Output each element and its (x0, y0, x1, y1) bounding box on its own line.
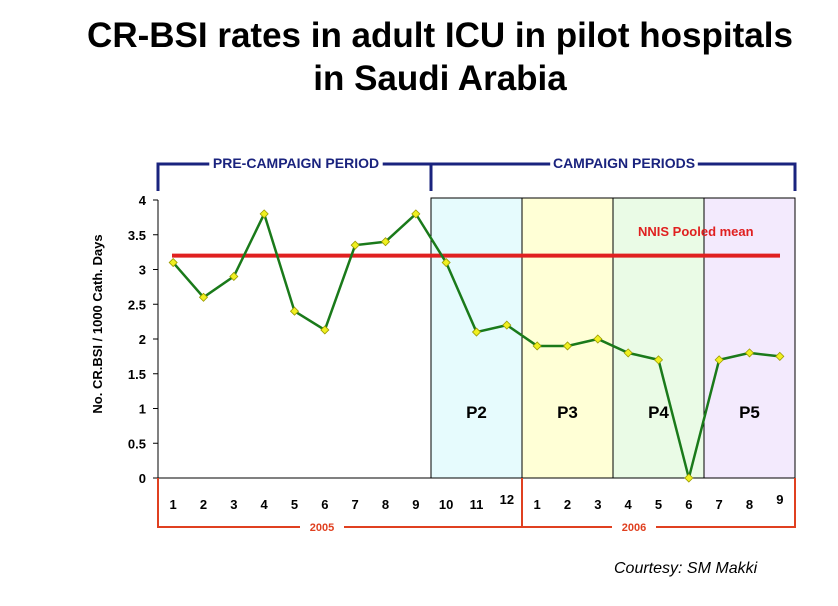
period-label-p2: P2 (466, 403, 487, 422)
campaign-label: CAMPAIGN PERIODS (553, 155, 695, 171)
data-point (229, 271, 239, 282)
year-label-bg (612, 519, 656, 535)
chart-title: CR-BSI rates in adult ICU in pilot hospi… (40, 14, 838, 100)
pre-campaign-label: PRE-CAMPAIGN PERIOD (213, 155, 379, 171)
data-point (259, 209, 269, 219)
period-box-p4 (612, 197, 705, 479)
data-point (350, 240, 360, 250)
x-tick-label: 12 (500, 492, 514, 507)
x-tick-label: 9 (776, 492, 783, 507)
y-tick-label: 4 (139, 193, 147, 208)
data-point (623, 348, 633, 358)
x-tick-label: 8 (746, 497, 753, 512)
courtesy-credit: Courtesy: SM Makki (614, 560, 758, 577)
chart-title-line-1: CR-BSI rates in adult ICU in pilot hospi… (87, 16, 793, 55)
x-tick-label: 1 (534, 497, 541, 512)
data-point (320, 325, 330, 335)
y-tick-label: 1 (139, 402, 146, 417)
data-point (744, 348, 755, 358)
y-tick-label: 0.5 (128, 436, 146, 451)
pre-campaign-label-bg (209, 152, 383, 174)
x-tick-label: 11 (470, 497, 484, 512)
x-tick-label: 9 (412, 497, 419, 512)
data-point (593, 334, 603, 344)
data-point (380, 237, 391, 247)
data-point (289, 306, 300, 316)
data-point (502, 320, 512, 330)
period-label-p3: P3 (557, 403, 578, 422)
y-tick-label: 3.5 (128, 228, 146, 243)
period-box-p5 (703, 197, 796, 479)
y-tick-label: 2 (139, 332, 146, 347)
x-tick-label: 3 (230, 497, 237, 512)
data-point (684, 473, 694, 483)
data-point (168, 257, 178, 268)
year-bracket-2006 (521, 478, 796, 528)
year-label-2006: 2006 (622, 522, 646, 534)
x-tick-label: 6 (321, 497, 328, 512)
x-tick-label: 1 (170, 497, 177, 512)
y-tick-label: 1.5 (128, 367, 146, 382)
x-tick-label: 10 (439, 497, 453, 512)
chart-title-line-2: in Saudi Arabia (313, 59, 567, 98)
x-tick-label: 4 (261, 497, 269, 512)
y-axis-label: No. CR.BSI / 1000 Cath. Days (90, 234, 105, 413)
data-point (198, 292, 209, 302)
data-point (441, 257, 451, 268)
x-tick-label: 8 (382, 497, 389, 512)
x-tick-label: 3 (594, 497, 601, 512)
data-point (471, 327, 482, 337)
year-label-bg (300, 519, 344, 535)
x-tick-label: 4 (625, 497, 633, 512)
x-tick-label: 5 (655, 497, 662, 512)
x-tick-label: 6 (685, 497, 692, 512)
x-tick-label: 7 (352, 497, 359, 512)
period-label-p4: P4 (648, 403, 669, 422)
data-point (411, 209, 421, 219)
x-tick-label: 5 (291, 497, 298, 512)
period-box-p2 (430, 197, 523, 479)
campaign-label-bg (550, 152, 698, 174)
data-point (562, 341, 573, 351)
y-tick-label: 3 (139, 263, 146, 278)
data-point (532, 341, 542, 351)
data-point (714, 355, 724, 365)
x-tick-label: 2 (200, 497, 207, 512)
x-tick-label: 7 (716, 497, 723, 512)
y-tick-label: 2.5 (128, 297, 146, 312)
y-tick-label: 0 (139, 471, 146, 486)
year-label-2005: 2005 (310, 522, 334, 534)
x-tick-label: 2 (564, 497, 571, 512)
period-label-p5: P5 (739, 403, 760, 422)
data-point (775, 351, 785, 361)
data-point (653, 355, 664, 365)
reference-line-label: NNIS Pooled mean (638, 224, 754, 239)
